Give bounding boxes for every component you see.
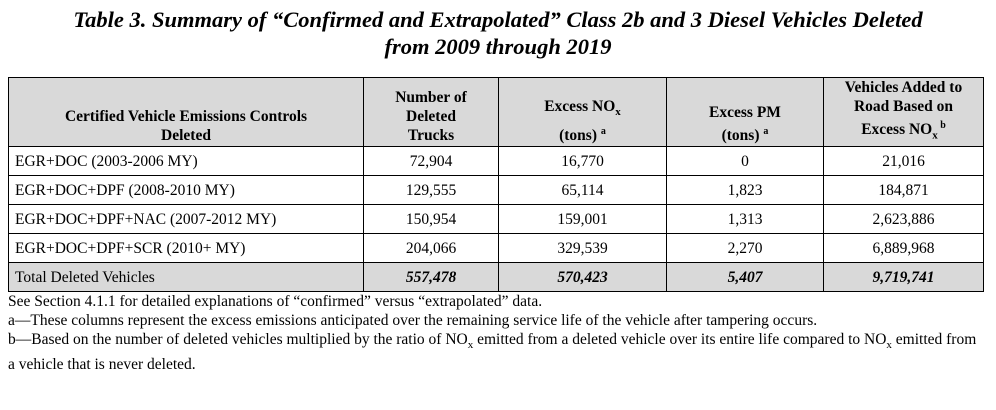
header-vehicles-added: Vehicles Added to Road Based on Excess N… bbox=[823, 76, 984, 148]
total-vehicles: 9,719,741 bbox=[823, 262, 984, 293]
row-label: EGR+DOC+DPF+SCR (2010+ MY) bbox=[8, 233, 364, 264]
table-row: EGR+DOC+DPF+SCR (2010+ MY) 204,066 329,5… bbox=[8, 233, 984, 264]
table-notes: See Section 4.1.1 for detailed explanati… bbox=[8, 292, 983, 374]
total-pm: 5,407 bbox=[666, 262, 824, 293]
cell-vehicles: 184,871 bbox=[823, 175, 984, 206]
cell-nox: 65,114 bbox=[498, 175, 667, 206]
cell-trucks: 204,066 bbox=[363, 233, 499, 264]
cell-nox: 159,001 bbox=[498, 204, 667, 235]
cell-pm: 2,270 bbox=[666, 233, 824, 264]
total-label: Total Deleted Vehicles bbox=[8, 262, 364, 293]
cell-pm: 1,313 bbox=[666, 204, 824, 235]
footnote-b: b—Based on the number of deleted vehicle… bbox=[8, 331, 977, 374]
table-row: EGR+DOC+DPF (2008-2010 MY) 129,555 65,11… bbox=[8, 175, 984, 206]
note-section-reference: See Section 4.1.1 for detailed explanati… bbox=[8, 293, 543, 310]
header-deleted-trucks: Number of Deleted Trucks bbox=[363, 76, 499, 148]
summary-table: Certified Vehicle Emissions Controls Del… bbox=[8, 76, 984, 293]
table-row: EGR+DOC (2003-2006 MY) 72,904 16,770 0 2… bbox=[8, 146, 984, 177]
cell-vehicles: 21,016 bbox=[823, 146, 984, 177]
cell-trucks: 129,555 bbox=[363, 175, 499, 206]
cell-trucks: 72,904 bbox=[363, 146, 499, 177]
table-header-row: Certified Vehicle Emissions Controls Del… bbox=[8, 76, 984, 148]
cell-nox: 16,770 bbox=[498, 146, 667, 177]
cell-pm: 1,823 bbox=[666, 175, 824, 206]
table-total-row: Total Deleted Vehicles 557,478 570,423 5… bbox=[8, 262, 984, 293]
table-title-line-2: from 2009 through 2019 bbox=[384, 34, 612, 59]
footnote-a: a—These columns represent the excess emi… bbox=[8, 312, 818, 329]
cell-vehicles: 2,623,886 bbox=[823, 204, 984, 235]
cell-pm: 0 bbox=[666, 146, 824, 177]
cell-nox: 329,539 bbox=[498, 233, 667, 264]
header-excess-pm: Excess PM (tons) a bbox=[666, 76, 824, 148]
table-title: Table 3. Summary of “Confirmed and Extra… bbox=[0, 6, 996, 60]
table-title-line-1: Table 3. Summary of “Confirmed and Extra… bbox=[73, 7, 923, 32]
cell-trucks: 150,954 bbox=[363, 204, 499, 235]
header-excess-nox: Excess NOx (tons) a bbox=[498, 76, 667, 148]
header-controls-deleted: Certified Vehicle Emissions Controls Del… bbox=[8, 76, 364, 148]
total-nox: 570,423 bbox=[498, 262, 667, 293]
cell-vehicles: 6,889,968 bbox=[823, 233, 984, 264]
row-label: EGR+DOC (2003-2006 MY) bbox=[8, 146, 364, 177]
row-label: EGR+DOC+DPF (2008-2010 MY) bbox=[8, 175, 364, 206]
row-label: EGR+DOC+DPF+NAC (2007-2012 MY) bbox=[8, 204, 364, 235]
table-row: EGR+DOC+DPF+NAC (2007-2012 MY) 150,954 1… bbox=[8, 204, 984, 235]
total-trucks: 557,478 bbox=[363, 262, 499, 293]
